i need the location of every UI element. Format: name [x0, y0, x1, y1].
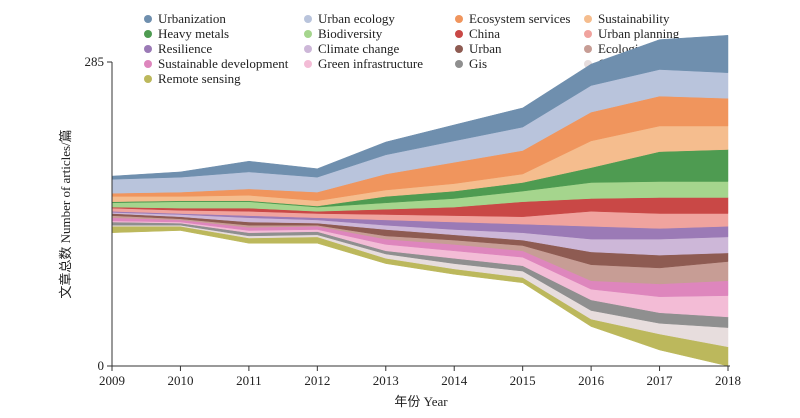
area-layers [111, 35, 729, 367]
legend: Urbanization Urban ecology Ecosystem servi… [144, 11, 680, 86]
y-tick-label: 0 [98, 358, 105, 373]
legend-marker [304, 15, 312, 23]
legend-marker [304, 45, 312, 53]
x-tick-label: 2016 [578, 373, 605, 388]
legend-marker [455, 45, 463, 53]
legend-marker [304, 60, 312, 68]
legend-label: Heavy metals [158, 26, 229, 41]
legend-label: Biodiversity [318, 26, 383, 41]
x-axis-label: 年份 Year [394, 394, 448, 409]
x-tick-label: 2014 [441, 373, 468, 388]
x-tick-label: 2018 [715, 373, 741, 388]
x-axis-ticks: 2009 2010 2011 2012 2013 2014 2015 2016 2017 2018 [99, 366, 741, 388]
y-tick-label: 285 [85, 54, 105, 69]
legend-marker [144, 30, 152, 38]
legend-marker [455, 15, 463, 23]
legend-label: Urbanization [158, 11, 226, 26]
legend-marker [304, 30, 312, 38]
axes [111, 62, 730, 367]
legend-label: Green infrastructure [318, 56, 423, 71]
legend-marker [455, 30, 463, 38]
legend-marker [144, 15, 152, 23]
legend-label: Resilience [158, 41, 212, 56]
legend-label: Sustainability [598, 11, 670, 26]
legend-label: Urban planning [598, 26, 680, 41]
x-tick-label: 2012 [304, 373, 330, 388]
legend-label: Gis [469, 56, 487, 71]
x-tick-label: 2015 [510, 373, 536, 388]
legend-label: Climate change [318, 41, 399, 56]
legend-label: Urban [469, 41, 502, 56]
y-axis-ticks: 0 285 [85, 54, 112, 373]
legend-marker [584, 45, 592, 53]
legend-marker [584, 15, 592, 23]
legend-label: Sustainable development [158, 56, 289, 71]
legend-marker [144, 60, 152, 68]
legend-marker [455, 60, 463, 68]
legend-label: Remote sensing [158, 71, 241, 86]
area-urbanization [111, 35, 729, 180]
legend-marker [584, 30, 592, 38]
legend-marker [144, 75, 152, 83]
x-tick-label: 2011 [236, 373, 262, 388]
y-axis-label: 文章总数 Number of articles/篇 [58, 129, 73, 298]
x-tick-label: 2010 [167, 373, 193, 388]
x-tick-label: 2013 [373, 373, 399, 388]
legend-label: Ecosystem services [469, 11, 570, 26]
legend-marker [144, 45, 152, 53]
x-tick-label: 2017 [647, 373, 674, 388]
legend-label: Urban ecology [318, 11, 395, 26]
legend-label: China [469, 26, 500, 41]
x-tick-label: 2009 [99, 373, 125, 388]
